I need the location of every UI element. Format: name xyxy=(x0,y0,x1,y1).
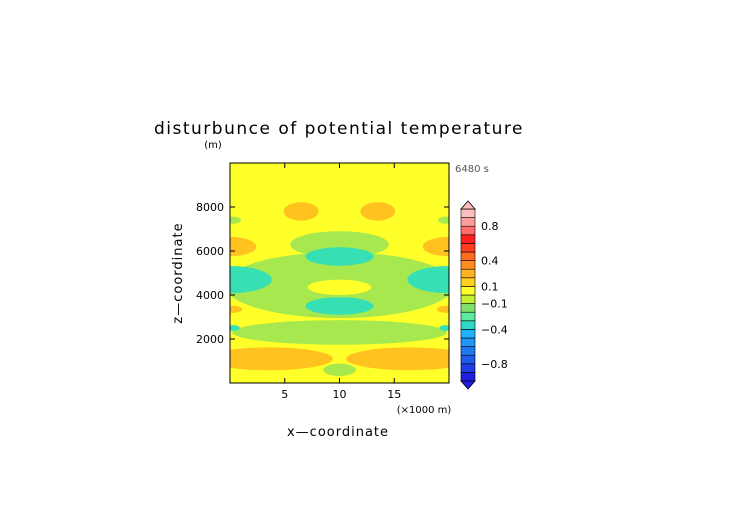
contour-region-7 xyxy=(305,247,374,266)
y-tick-label: 6000 xyxy=(196,245,224,258)
colorbar-bottom-arrow xyxy=(460,380,476,390)
colorbar-bin xyxy=(460,337,476,347)
colorbar-bin xyxy=(460,311,476,322)
colorbar-tick-labels: −0.8 −0.4 −0.1 0.1 0.4 0.8 xyxy=(481,220,508,371)
colorbar-bin xyxy=(460,208,476,218)
colorbar-bin xyxy=(460,329,476,339)
x-tick-label: 10 xyxy=(333,388,347,401)
colorbar-bin xyxy=(460,260,476,270)
contour-region-16 xyxy=(422,236,449,257)
colorbar-top-arrow xyxy=(460,200,476,210)
colorbar-bin xyxy=(460,372,476,382)
contour-region-20 xyxy=(346,347,449,371)
colorbar xyxy=(460,200,476,390)
contour-region-18 xyxy=(436,305,449,313)
contour-region-15 xyxy=(230,236,257,257)
contour-region-11 xyxy=(230,325,240,331)
contour-region-6 xyxy=(307,279,372,295)
y-axis-label: z—coordinate xyxy=(171,222,186,323)
y-axis-unit: (m) xyxy=(204,140,222,151)
contour-region-14 xyxy=(360,202,396,221)
contour-regions xyxy=(230,202,449,376)
colorbar-bin xyxy=(460,346,476,356)
colorbar-tick-label: 0.8 xyxy=(481,220,499,233)
contour-region-19 xyxy=(230,347,333,371)
contour-region-12 xyxy=(439,325,449,331)
contour-region-17 xyxy=(230,305,243,313)
colorbar-tick-label: −0.4 xyxy=(481,323,508,336)
contour-region-13 xyxy=(283,202,319,221)
contour-region-4 xyxy=(230,216,241,224)
colorbar-bin xyxy=(460,277,476,287)
x-axis-label: x—coordinate xyxy=(287,425,389,440)
y-tick-label: 4000 xyxy=(196,289,224,302)
colorbar-tick-label: 0.1 xyxy=(481,280,499,293)
colorbar-bin xyxy=(460,303,476,313)
colorbar-bin xyxy=(460,225,476,236)
colorbar-bin xyxy=(460,217,476,227)
y-axis-ticks: 2000 4000 6000 8000 xyxy=(196,201,449,346)
colorbar-bin xyxy=(460,243,476,253)
x-axis-unit: (×1000 m) xyxy=(397,405,452,416)
colorbar-bin xyxy=(460,354,476,365)
colorbar-tick-label: 0.4 xyxy=(481,255,499,268)
plot-area xyxy=(230,163,449,383)
contour-region-3 xyxy=(323,363,356,376)
colorbar-bin xyxy=(460,294,476,304)
colorbar-tick-label: −0.8 xyxy=(481,358,508,371)
time-label: 6480 s xyxy=(455,164,489,175)
colorbar-tick-label: −0.1 xyxy=(481,298,508,311)
contour-region-0 xyxy=(232,320,447,345)
y-tick-label: 2000 xyxy=(196,333,224,346)
contour-region-9 xyxy=(230,265,272,294)
x-tick-label: 15 xyxy=(387,388,401,401)
contour-region-10 xyxy=(407,265,449,294)
colorbar-bin xyxy=(460,363,476,373)
y-tick-label: 8000 xyxy=(196,201,224,214)
x-axis-ticks: 5 10 15 xyxy=(281,163,401,401)
contour-region-8 xyxy=(305,297,374,315)
colorbar-bin xyxy=(460,268,476,279)
colorbar-bin xyxy=(460,234,476,244)
chart-title: disturbunce of potential temperature xyxy=(154,119,524,139)
contour-region-5 xyxy=(438,216,449,224)
colorbar-bin xyxy=(460,286,476,296)
colorbar-bin xyxy=(460,320,476,330)
x-tick-label: 5 xyxy=(281,388,288,401)
colorbar-bin xyxy=(460,251,476,261)
